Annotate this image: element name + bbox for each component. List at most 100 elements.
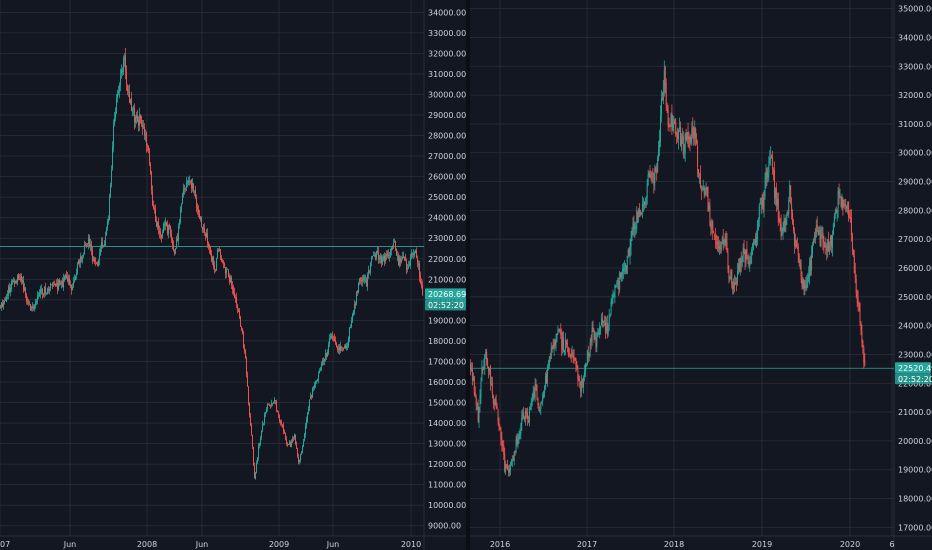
x-tick-label: 2019: [752, 540, 772, 549]
candle-body: [654, 168, 656, 184]
candle-body: [339, 347, 340, 351]
candle-body: [178, 226, 179, 241]
candle-body: [295, 434, 296, 444]
candle-body: [268, 403, 269, 405]
candle-body: [104, 244, 105, 247]
y-axis[interactable]: 17000.00 18000.00 19000.00 20000.00 21000.00…: [898, 5, 932, 533]
candle-body: [361, 280, 362, 282]
candle-body: [717, 242, 719, 249]
candle-body: [343, 348, 344, 350]
candle-body: [147, 145, 148, 147]
candle-body: [221, 258, 222, 262]
candle-body: [171, 234, 172, 239]
candle-body: [850, 217, 852, 236]
candle-body: [208, 242, 209, 247]
candle-body: [210, 247, 211, 255]
candle-body: [137, 116, 138, 122]
candle-body: [756, 228, 758, 239]
candle-body: [293, 438, 294, 439]
chart-pane-2[interactable]: 17000.00 18000.00 19000.00 20000.00 21000.00…: [470, 0, 932, 550]
x-axis[interactable]: 2016 2017 2018 2019 2020 6: [490, 540, 895, 549]
y-tick-label: 21000.00: [428, 275, 466, 284]
candle-body: [515, 439, 517, 452]
candle-body: [699, 173, 701, 188]
candle-body: [214, 265, 215, 270]
candle-body: [551, 347, 553, 349]
candle-body: [636, 210, 638, 230]
candle-body: [577, 369, 579, 380]
y-tick-label: 25000.00: [898, 293, 932, 302]
candle-body: [520, 423, 522, 434]
candle-body: [599, 326, 601, 334]
candle-body: [656, 172, 658, 174]
candle-body: [560, 331, 562, 335]
candle-body: [566, 343, 568, 346]
candle-body: [378, 251, 379, 260]
candle-body: [810, 260, 812, 270]
candle-body: [364, 278, 365, 280]
y-tick-label: 19000.00: [428, 316, 466, 325]
candle-body: [698, 175, 700, 176]
candle-body: [223, 261, 224, 264]
candle-body: [394, 241, 395, 243]
candle-body: [372, 255, 373, 258]
candle-body: [782, 227, 784, 231]
candle-body: [311, 394, 312, 398]
candle-body: [764, 178, 766, 197]
candle-body: [249, 402, 250, 416]
candle-body: [204, 228, 205, 233]
candle-body: [28, 302, 29, 304]
chart-pane-1[interactable]: 9000.00 10000.00 11000.00 12000.00 13000.00 1…: [0, 0, 470, 550]
candle-body: [672, 122, 674, 129]
candle-body: [206, 233, 207, 237]
candle-body: [52, 284, 53, 287]
candle-body: [787, 212, 789, 214]
candle-body: [597, 332, 599, 337]
candle-body: [6, 296, 7, 302]
candle-body: [289, 442, 290, 445]
grid-lines: [0, 0, 424, 536]
candle-body: [667, 108, 669, 126]
candle-body: [731, 269, 733, 284]
candle-body: [412, 254, 413, 255]
candle-body: [567, 347, 569, 355]
candle-body: [797, 246, 799, 256]
candle-body: [420, 276, 421, 283]
candle-body: [660, 115, 661, 142]
candle-body: [135, 116, 136, 123]
x-axis[interactable]: 2007 Jun 2008 Jun 2009 Jun 2010: [0, 540, 421, 549]
candle-body: [662, 91, 664, 101]
candle-body: [583, 377, 585, 388]
candle-body: [102, 242, 103, 247]
candle-body: [537, 397, 539, 405]
candle-body: [363, 277, 364, 279]
y-tick-label: 25000.00: [428, 193, 466, 202]
candle-body: [173, 244, 174, 251]
candle-body: [663, 70, 665, 93]
candle-body: [609, 315, 611, 316]
candle-body: [386, 255, 387, 257]
candle-body: [741, 264, 743, 266]
candle-body: [539, 409, 541, 412]
candle-body: [23, 280, 24, 291]
candle-body: [722, 237, 724, 244]
candle-body: [191, 180, 192, 189]
candle-body: [804, 285, 806, 288]
candle-body: [405, 257, 406, 262]
candle-body: [626, 255, 628, 274]
candle-body: [136, 115, 137, 118]
candle-body: [601, 318, 603, 326]
candle-body: [346, 346, 347, 348]
candle-body: [140, 116, 141, 118]
candle-body: [213, 257, 214, 267]
candle-body: [796, 246, 798, 248]
candle-body: [521, 417, 523, 425]
pane-divider[interactable]: [466, 0, 470, 550]
candle-body: [523, 412, 525, 418]
candle-body: [335, 340, 336, 344]
candle-body: [649, 173, 651, 178]
candle-body: [576, 364, 578, 369]
candle-body: [815, 225, 817, 237]
candle-body: [506, 464, 508, 466]
candle-body: [113, 125, 114, 148]
